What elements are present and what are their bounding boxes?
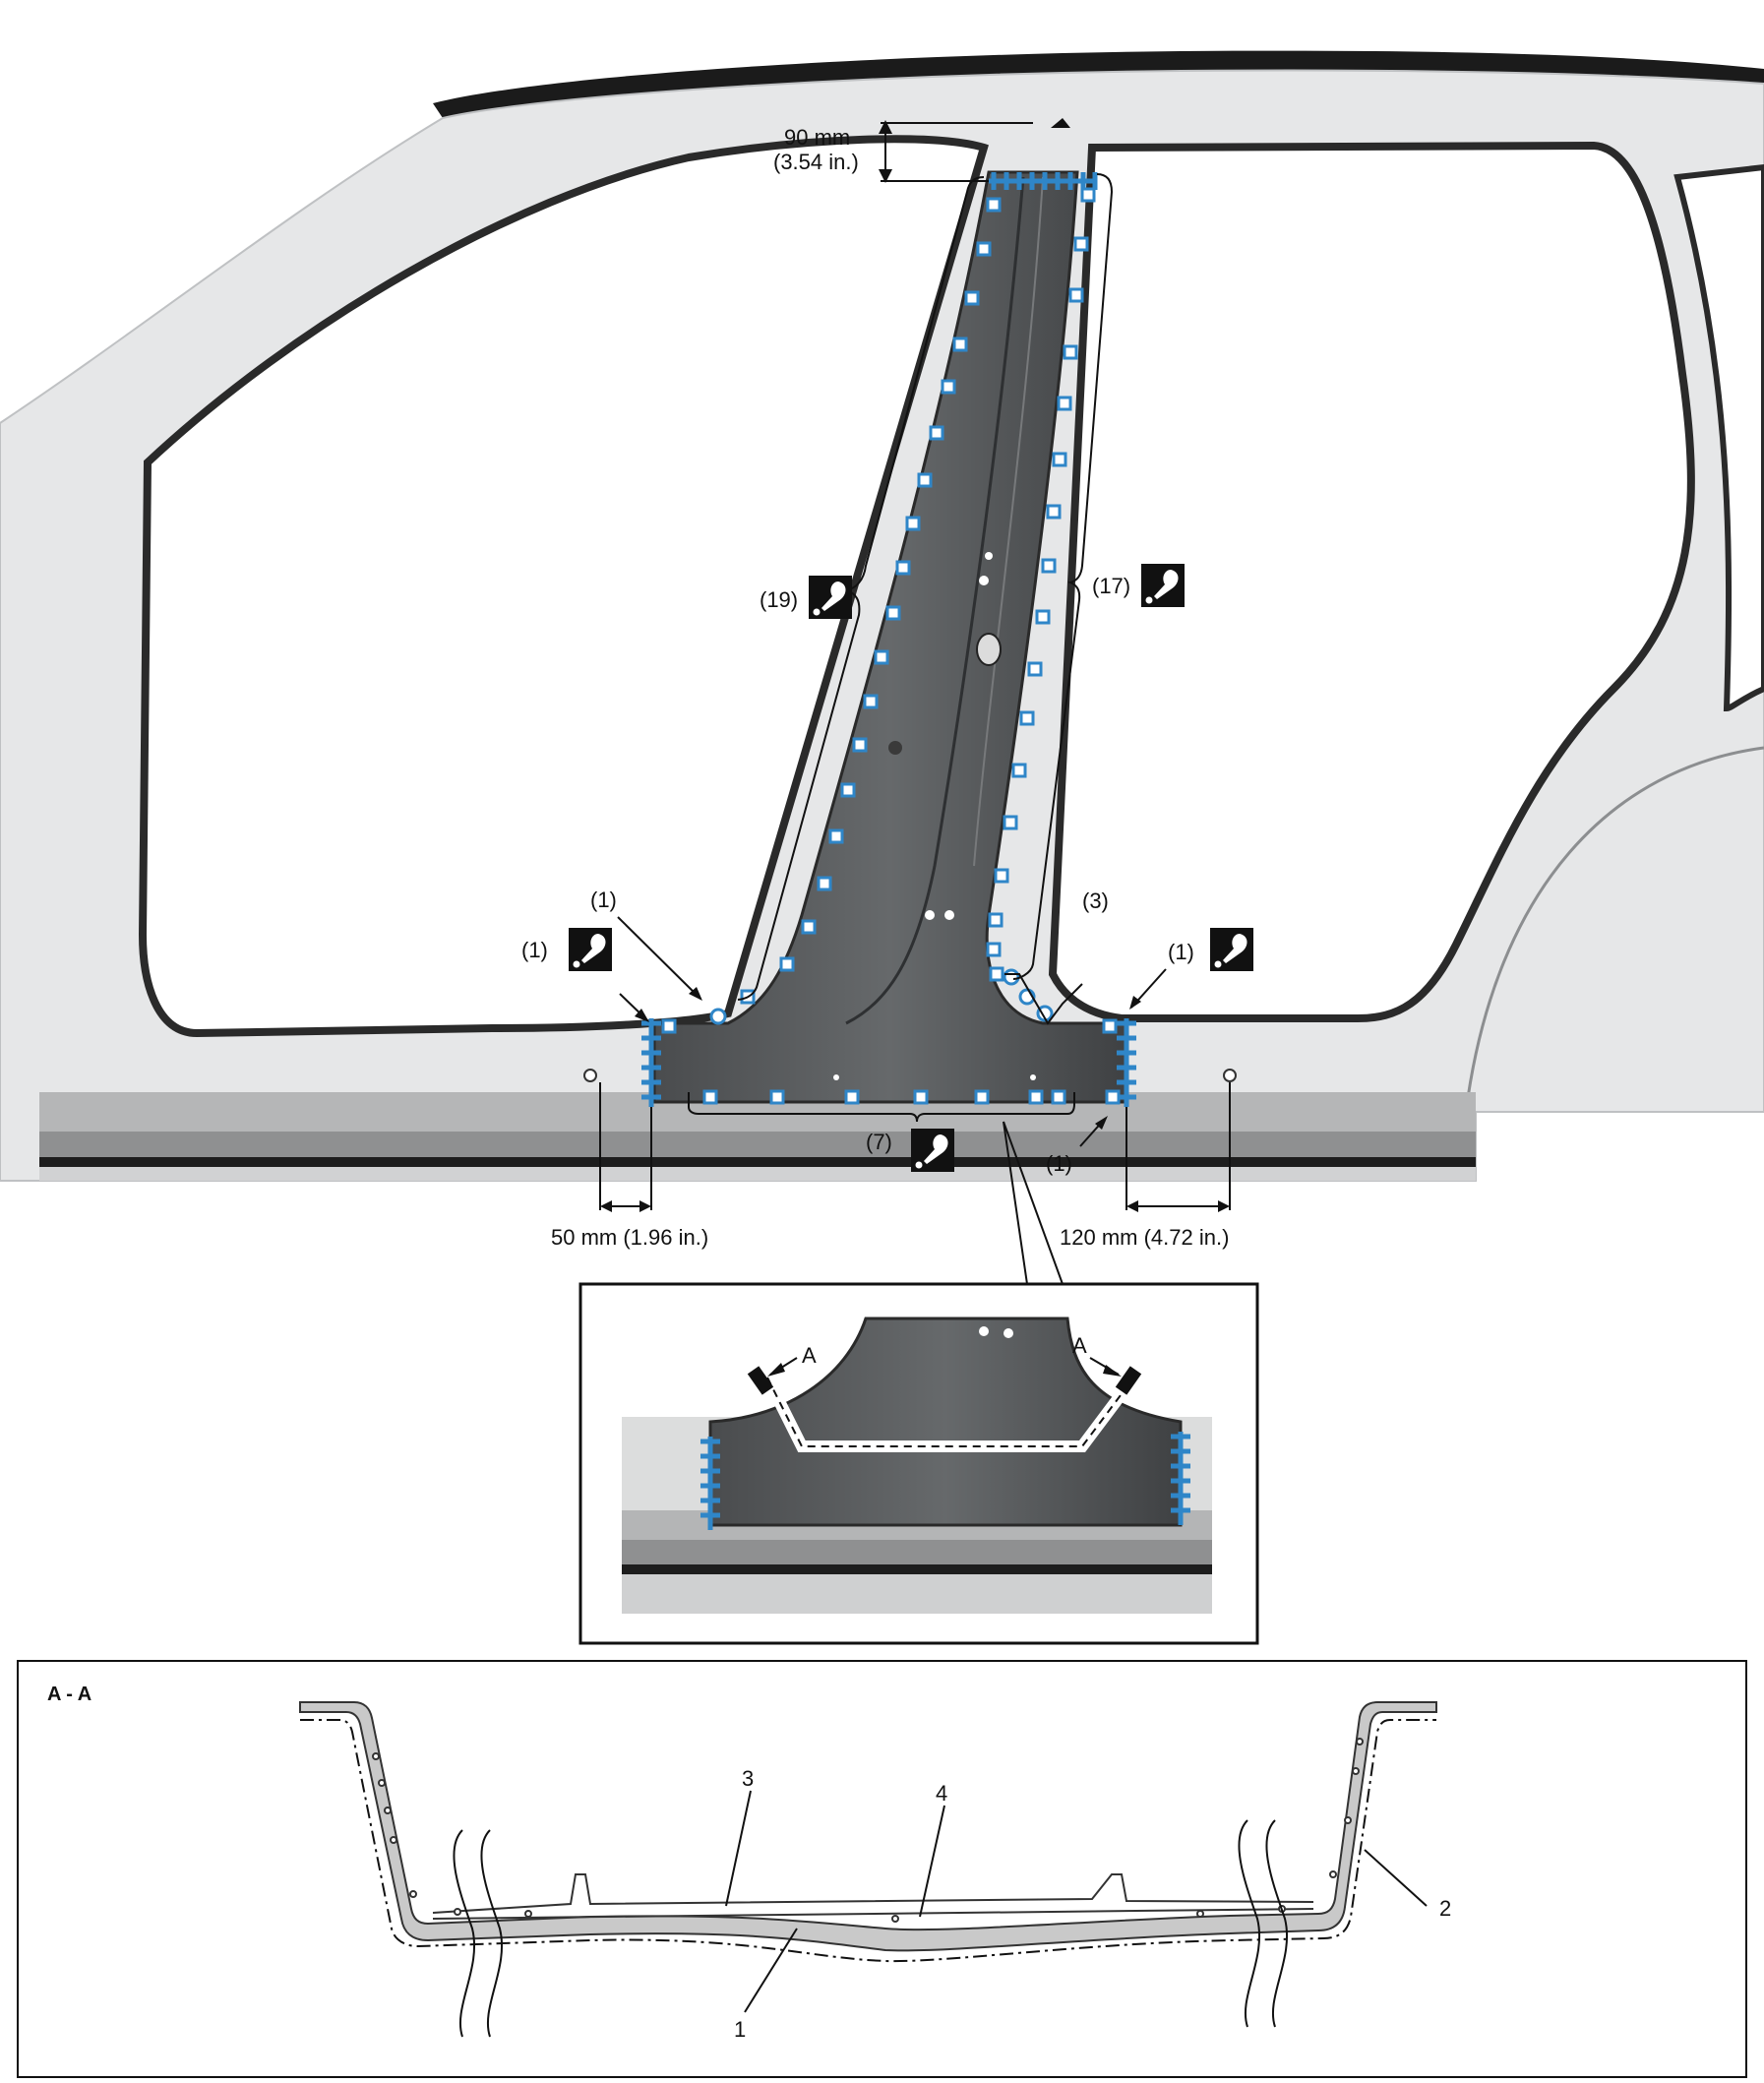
callout-right-pillar: (17): [1092, 574, 1130, 598]
sill-holes: [583, 1069, 1237, 1082]
spot-weld-gun-icon: [1141, 564, 1185, 607]
roof-edge: [433, 50, 1764, 118]
section-marker-left: A: [802, 1343, 817, 1368]
dim-left-sill: 50 mm (1.96 in.): [551, 1225, 708, 1250]
b-pillar-inner-line: [845, 176, 1025, 1025]
dim-top-mm: 90 mm: [784, 125, 850, 150]
spot-weld-gun-icon: [911, 1129, 954, 1172]
spot-weld-gun-icon: [1210, 928, 1253, 971]
spot-weld-gun-icon: [809, 576, 852, 619]
section-marker-right: A: [1072, 1333, 1087, 1358]
sill-band-dark: [39, 1132, 1476, 1157]
quarter-window-opening: [1673, 163, 1764, 712]
rear-wheel-arch: [1464, 746, 1764, 1113]
b-pillar-inner-line-2: [973, 176, 1044, 867]
callout-left-pillar: (19): [760, 587, 798, 612]
rear-door-opening: [1048, 141, 1695, 1022]
b-pillar-holes: [833, 552, 1036, 1080]
section-label-1: 1: [734, 2017, 746, 2042]
callout-left-inner: (1): [590, 888, 617, 912]
arrowheads: [600, 118, 1230, 1212]
dim-top-in: (3.54 in.): [773, 150, 859, 174]
callout-right-bottom: (1): [1046, 1151, 1072, 1176]
section-title: A - A: [47, 1684, 91, 1705]
sill-band-black: [39, 1157, 1476, 1167]
detail-inset: [578, 1282, 1259, 1645]
section-view: [17, 1660, 1747, 2078]
dim-right-sill: 120 mm (4.72 in.): [1060, 1225, 1229, 1250]
left-plug-weld: [709, 1008, 727, 1025]
callout-sill: (7): [866, 1130, 892, 1154]
top-weld-comb: [989, 172, 1098, 190]
body-side-view: [0, 50, 1764, 1182]
callout-right-outer: (1): [1168, 940, 1194, 964]
spot-weld-gun-icon: [569, 928, 612, 971]
section-label-3: 3: [742, 1766, 754, 1791]
callout-left-outer: (1): [521, 938, 548, 962]
section-label-2: 2: [1439, 1896, 1451, 1921]
sill-band-bottom: [39, 1167, 1476, 1181]
right-sill-weld-comb: [1117, 1018, 1136, 1107]
front-door-opening: [138, 135, 989, 1038]
section-label-4: 4: [936, 1781, 947, 1806]
left-sill-weld-comb: [641, 1018, 661, 1107]
callout-plug-welds: (3): [1082, 888, 1109, 913]
